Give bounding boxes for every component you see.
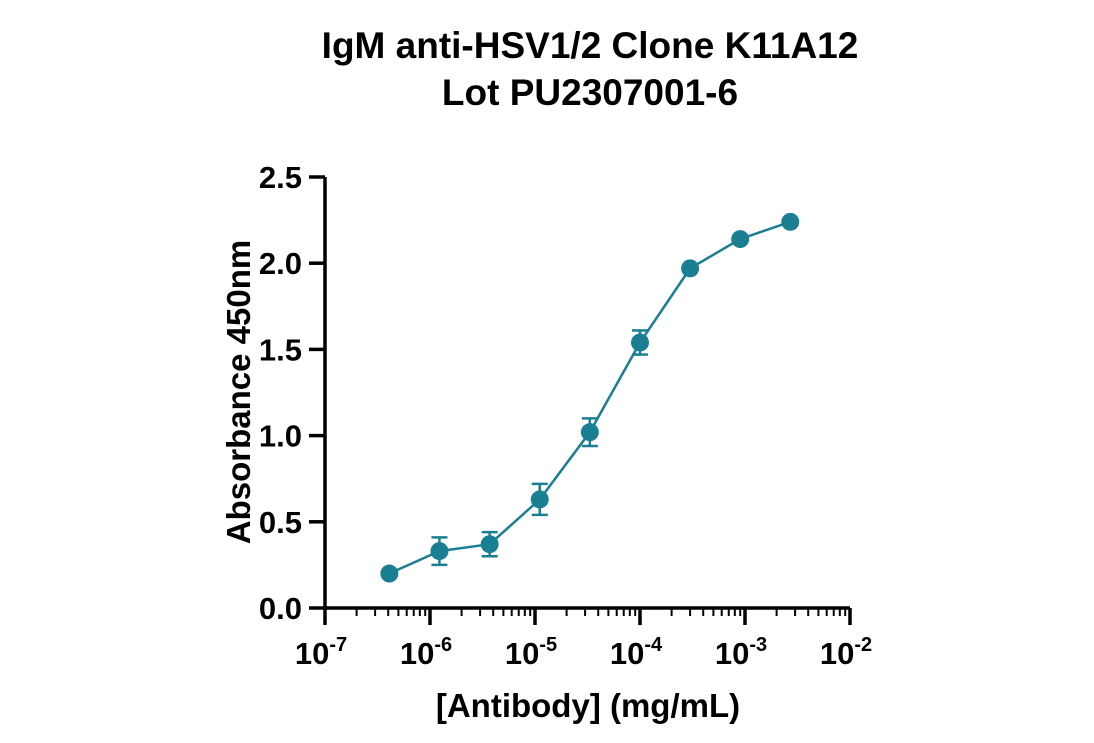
data-point — [380, 564, 399, 583]
y-tick-label: 2.5 — [259, 160, 302, 195]
x-tick-label: 10-3 — [715, 634, 767, 671]
y-axis-label: Absorbance 450nm — [220, 240, 257, 544]
data-point — [480, 535, 499, 554]
data-point — [731, 230, 750, 249]
x-axis-label: [Antibody] (mg/mL) — [436, 687, 740, 724]
y-tick-label: 1.5 — [259, 332, 302, 367]
data-point — [430, 542, 449, 561]
x-tick-label: 10-6 — [400, 634, 452, 671]
series-group — [380, 212, 800, 583]
x-tick-label: 10-7 — [295, 634, 347, 671]
data-point — [580, 423, 599, 442]
y-tick-label: 2.0 — [259, 246, 302, 281]
data-point — [681, 259, 700, 278]
data-point — [530, 490, 549, 509]
axes-group — [323, 177, 850, 610]
y-tick-label: 0.5 — [259, 505, 302, 540]
data-point — [781, 212, 800, 231]
x-tick-label: 10-2 — [820, 634, 872, 671]
y-ticks-group: 0.0 0.5 1.0 1.5 2.0 2.5 — [259, 160, 325, 626]
chart-title: IgM anti-HSV1/2 Clone K11A12 Lot PU23070… — [0, 22, 1094, 116]
x-tick-label: 10-5 — [505, 634, 557, 671]
data-point — [631, 333, 649, 352]
x-ticks-group: 10-7 10-6 10-5 10-4 10-3 10-2 — [295, 608, 872, 671]
series-line — [388, 220, 791, 575]
chart-title-line-1: IgM anti-HSV1/2 Clone K11A12 — [321, 25, 859, 66]
chart-title-line-2: Lot PU2307001-6 — [441, 72, 739, 113]
y-tick-label: 0.0 — [259, 591, 302, 626]
x-tick-label: 10-4 — [610, 634, 663, 671]
y-tick-label: 1.0 — [259, 419, 302, 454]
